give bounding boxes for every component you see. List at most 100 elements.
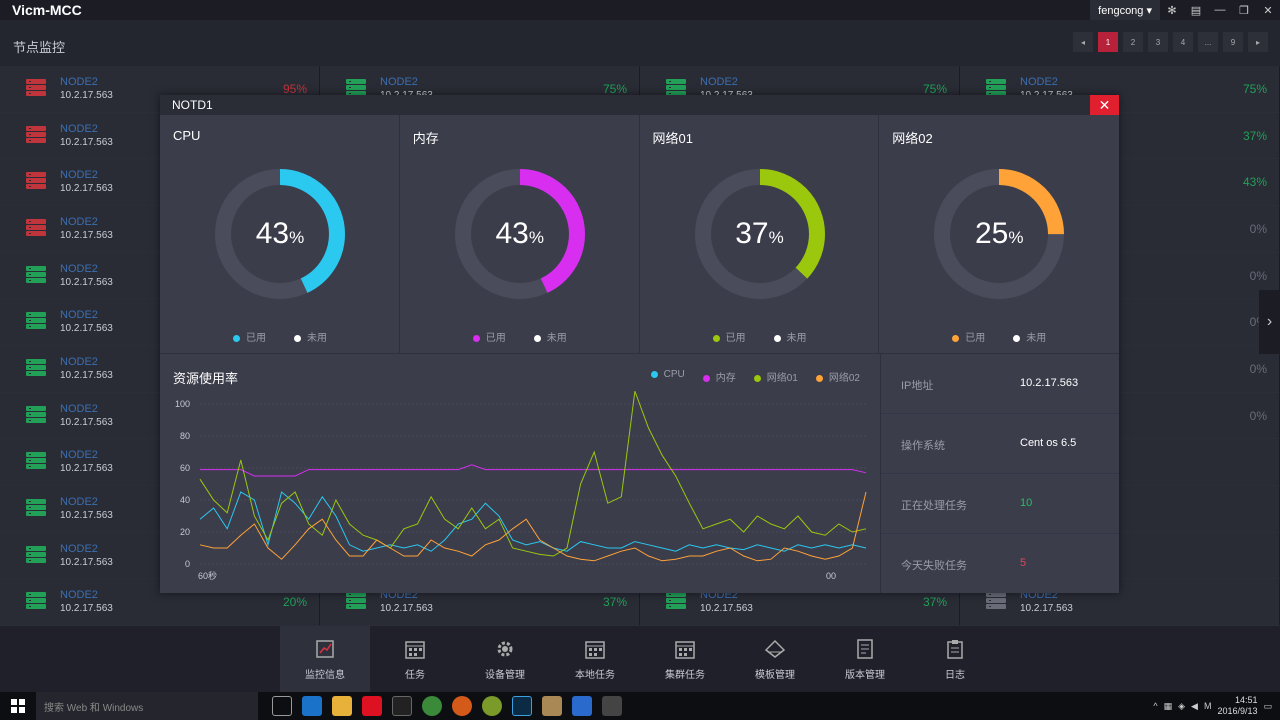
server-icon: [26, 312, 46, 330]
nav-label: 日志: [945, 669, 965, 681]
page-button[interactable]: 4: [1173, 32, 1193, 52]
page-button[interactable]: 1: [1098, 32, 1118, 52]
edge-icon[interactable]: [302, 696, 322, 716]
nav-item[interactable]: 监控信息: [280, 626, 370, 692]
chart-legend-label: 内存: [715, 373, 736, 384]
chart-legend-label: CPU: [663, 369, 685, 380]
clock-date: 2016/9/13: [1217, 706, 1258, 716]
app-icon[interactable]: [362, 696, 382, 716]
node-percent: 75%: [922, 82, 947, 96]
chrome-icon[interactable]: [422, 696, 442, 716]
node-name: NODE2: [60, 355, 98, 368]
server-icon: [26, 452, 46, 470]
node-name: NODE2: [60, 542, 98, 555]
legend-dot: [1013, 334, 1021, 342]
nav-item[interactable]: 日志: [910, 626, 1000, 692]
photos-icon[interactable]: [602, 696, 622, 716]
info-key: IP地址: [901, 380, 934, 392]
calendar-icon: [585, 640, 605, 659]
node-ip: 10.2.17.563: [60, 603, 113, 615]
legend-unused: 未用: [294, 329, 327, 344]
windows-start-icon[interactable]: [0, 692, 36, 720]
node-name: NODE2: [60, 169, 98, 182]
legend-unused-label: 未用: [1026, 333, 1047, 344]
gauge-number: 43: [495, 217, 529, 250]
chevron-up-icon[interactable]: ^: [1153, 701, 1158, 711]
server-icon: [986, 592, 1006, 610]
taskbar-search[interactable]: 搜索 Web 和 Windows: [36, 692, 258, 720]
gauge-ring: [694, 169, 825, 299]
list-icon[interactable]: ▤: [1190, 4, 1202, 17]
qq-icon[interactable]: [392, 696, 412, 716]
x-label-left: 60秒: [198, 570, 217, 581]
gauge-percent-sign: %: [289, 228, 305, 247]
explorer-icon[interactable]: [332, 696, 352, 716]
info-key: 操作系统: [901, 440, 945, 452]
taskbar-apps: [272, 696, 622, 716]
info-value: Cent os 6.5: [1020, 437, 1077, 449]
nav-item[interactable]: 任务: [370, 626, 460, 692]
input-method-icon[interactable]: M: [1203, 701, 1212, 711]
server-icon: [666, 79, 686, 97]
gauge-percent-sign: %: [768, 228, 784, 247]
modal-title: NOTD1: [172, 98, 213, 112]
nav-item[interactable]: 集群任务: [640, 626, 730, 692]
restore-icon[interactable]: ❐: [1239, 4, 1249, 17]
shield-icon[interactable]: ◈: [1178, 700, 1186, 711]
chart-legend-item: CPU: [650, 369, 685, 384]
close-window-icon[interactable]: ✕: [1263, 4, 1273, 17]
server-icon: [26, 358, 46, 377]
usage-chart: 100 80 60 40 20 0 60秒 00 资源使用率 CPU 内存 网络01 网络02: [160, 353, 880, 593]
info-value: 10: [1020, 497, 1033, 509]
node-name: NODE2: [60, 309, 98, 322]
legend-dot: [472, 334, 480, 342]
nav-item[interactable]: 本地任务: [550, 626, 640, 692]
photoshop-icon[interactable]: [512, 696, 532, 716]
clock[interactable]: 14:51 2016/9/13: [1217, 695, 1257, 717]
legend-used-label: 已用: [965, 333, 986, 344]
app-icon-4[interactable]: [542, 696, 562, 716]
nav-item[interactable]: 设备管理: [460, 626, 550, 692]
clipboard-icon: [947, 639, 963, 659]
series-line-1: [200, 464, 867, 477]
page-button[interactable]: ▸: [1248, 32, 1268, 52]
y-tick-label: 100: [175, 399, 190, 409]
node-card[interactable]: NODE2 10.2.17.563: [960, 579, 1280, 626]
app-icon-2[interactable]: [452, 696, 472, 716]
title-bar-right: fengcong ▾ ✻ ▤ — ❐ ✕: [1090, 0, 1280, 20]
gauge-ring: [454, 169, 585, 299]
chevron-right-icon[interactable]: ›: [1259, 290, 1280, 354]
page-button[interactable]: 9: [1223, 32, 1243, 52]
app-icon-5[interactable]: [572, 696, 592, 716]
settings-icon[interactable]: ✻: [1167, 4, 1177, 17]
gauge-value: 25%: [934, 169, 1064, 299]
series-line-3: [199, 491, 867, 562]
page-button[interactable]: ◂: [1073, 32, 1093, 52]
page-button[interactable]: 3: [1148, 32, 1168, 52]
task-view-icon[interactable]: [272, 696, 292, 716]
node-ip: 10.2.17.563: [700, 603, 753, 615]
pagination: ◂ 1 2 3 4... 9 ▸: [1073, 32, 1268, 52]
legend-dot: [753, 374, 761, 382]
legend-unused-label: 未用: [546, 333, 567, 344]
gauge-arc: [694, 169, 825, 299]
gauge-ring: [215, 169, 345, 299]
nav-item[interactable]: 版本管理: [820, 626, 910, 692]
server-icon: [26, 79, 46, 97]
user-menu[interactable]: fengcong ▾: [1090, 0, 1160, 20]
app-icon-3[interactable]: [482, 696, 502, 716]
minimize-icon[interactable]: —: [1214, 4, 1226, 16]
node-percent: 75%: [1242, 82, 1267, 96]
server-icon: [26, 218, 46, 237]
page-button[interactable]: ...: [1198, 32, 1218, 52]
volume-icon[interactable]: ◀: [1191, 700, 1198, 711]
info-row: 操作系统 Cent os 6.5: [881, 414, 1119, 474]
template-icon: [764, 639, 786, 658]
nav-item[interactable]: 模板管理: [730, 626, 820, 692]
chart-legend-item: 网络01: [753, 369, 798, 384]
page-button[interactable]: 2: [1123, 32, 1143, 52]
legend-dot: [533, 334, 541, 342]
network-icon[interactable]: ▦: [1163, 700, 1173, 711]
close-button[interactable]: ✕: [1090, 95, 1119, 115]
notification-icon[interactable]: ▭: [1263, 700, 1272, 711]
